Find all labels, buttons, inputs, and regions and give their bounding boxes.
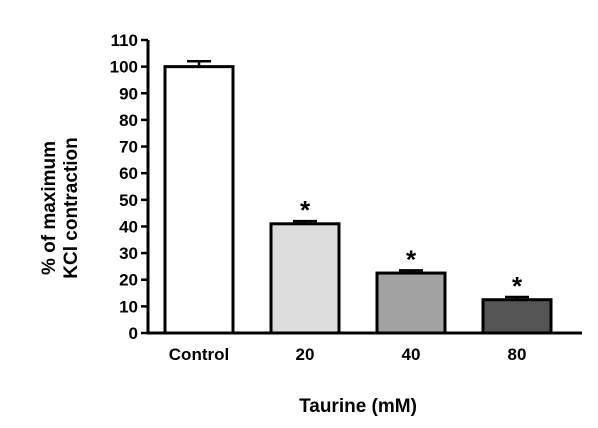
y-tick-label: 90 bbox=[119, 84, 138, 103]
x-tick-label: 40 bbox=[402, 345, 421, 364]
bar-20 bbox=[269, 222, 341, 335]
y-axis-title-line-1: % of maximum bbox=[39, 141, 60, 275]
y-tick-label: 60 bbox=[119, 164, 138, 183]
y-tick-label: 10 bbox=[119, 297, 138, 316]
x-tick-label: 80 bbox=[508, 345, 527, 364]
y-tick-label: 40 bbox=[119, 217, 138, 236]
y-tick-label: 100 bbox=[110, 58, 138, 77]
bar-control bbox=[163, 65, 235, 335]
y-tick-label: 50 bbox=[119, 191, 138, 210]
y-axis-title-line-2: KCl contraction bbox=[61, 137, 82, 278]
y-axis-title-group: % of maximum KCl contraction bbox=[39, 137, 82, 278]
x-axis: Control 20 40 80 bbox=[147, 331, 582, 364]
bars: * * * bbox=[163, 60, 553, 335]
y-tick-label: 0 bbox=[129, 324, 138, 343]
bar-80 bbox=[481, 298, 553, 335]
significance-marker: * bbox=[300, 195, 311, 225]
y-tick-label: 20 bbox=[119, 271, 138, 290]
x-axis-title: Taurine (mM) bbox=[299, 396, 417, 417]
x-tick-label: 20 bbox=[296, 345, 315, 364]
significance-marker: * bbox=[512, 271, 523, 301]
significance-marker: * bbox=[406, 244, 417, 274]
y-tick-label: 110 bbox=[111, 31, 138, 50]
y-tick-label: 70 bbox=[119, 138, 138, 157]
y-tick-label: 80 bbox=[119, 111, 138, 130]
y-axis: 0 10 20 30 40 50 60 70 80 90 100 110 bbox=[110, 31, 150, 343]
y-tick-label: 30 bbox=[119, 244, 138, 263]
x-tick-label: Control bbox=[169, 345, 229, 364]
bar-40 bbox=[375, 271, 447, 335]
